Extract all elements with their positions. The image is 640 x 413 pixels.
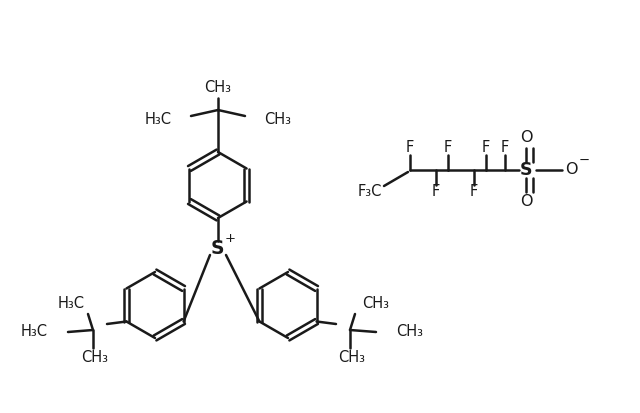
- Text: F: F: [482, 140, 490, 156]
- Text: CH₃: CH₃: [396, 325, 423, 339]
- Text: O: O: [520, 195, 532, 209]
- Text: F₃C: F₃C: [358, 185, 382, 199]
- Text: −: −: [579, 154, 589, 166]
- Text: F: F: [406, 140, 414, 156]
- Text: S: S: [211, 238, 224, 257]
- Text: CH₃: CH₃: [339, 351, 365, 366]
- Text: H₃C: H₃C: [145, 112, 172, 128]
- Text: O: O: [564, 162, 577, 178]
- Text: CH₃: CH₃: [81, 351, 109, 366]
- Text: F: F: [444, 140, 452, 156]
- Text: F: F: [432, 185, 440, 199]
- Text: +: +: [225, 233, 236, 245]
- Text: F: F: [470, 185, 478, 199]
- Text: S: S: [520, 161, 532, 179]
- Text: O: O: [520, 131, 532, 145]
- Text: CH₃: CH₃: [205, 81, 232, 95]
- Text: H₃C: H₃C: [58, 297, 85, 311]
- Text: CH₃: CH₃: [264, 112, 291, 128]
- Text: CH₃: CH₃: [362, 297, 389, 311]
- Text: F: F: [501, 140, 509, 156]
- Text: H₃C: H₃C: [21, 325, 48, 339]
